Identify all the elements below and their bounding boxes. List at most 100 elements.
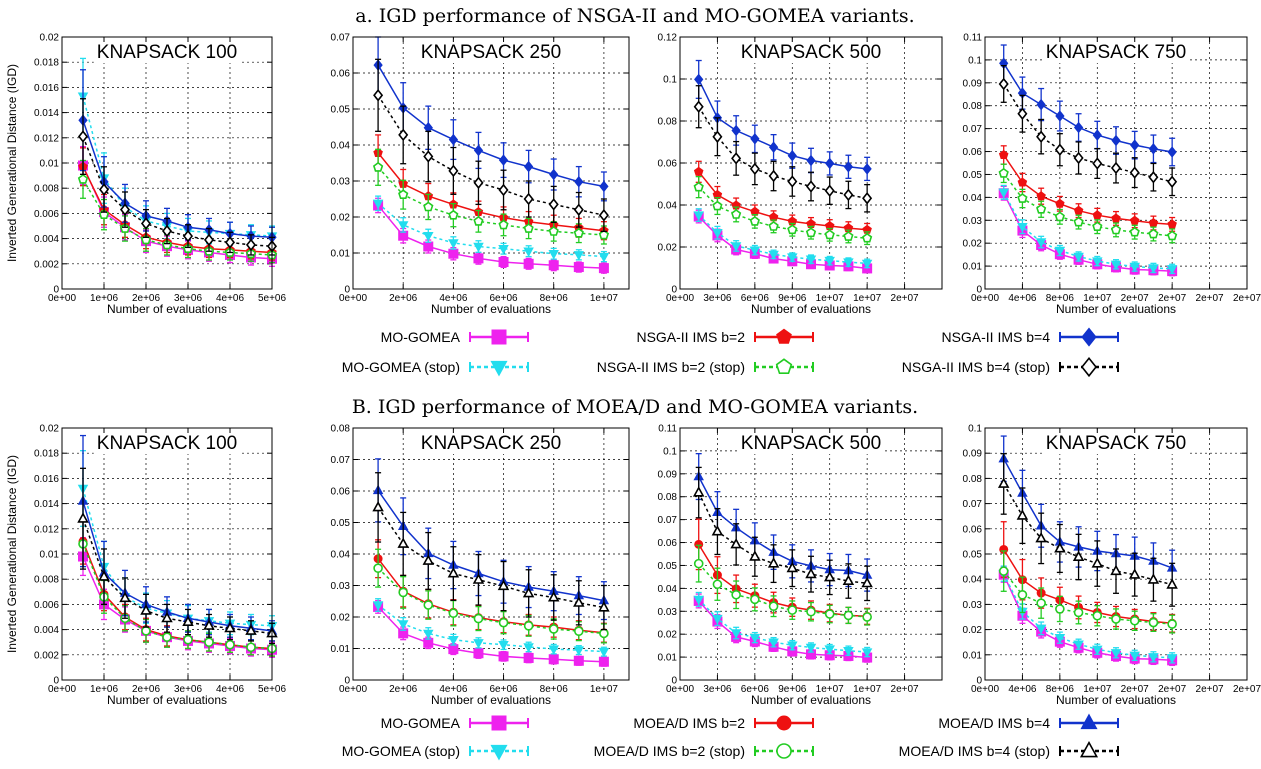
y-tick-label: 0.05: [331, 518, 351, 529]
data-point: [119, 591, 131, 603]
plot-frame: [352, 427, 630, 681]
x-tick-label: 6e+06: [489, 684, 518, 695]
x-tick-label: 0e+00: [666, 293, 695, 304]
series-nsga-ii-ims-b-2: [78, 147, 277, 261]
data-point: [1092, 157, 1103, 170]
data-point: [523, 247, 534, 258]
data-point: [498, 183, 509, 197]
series-line: [377, 166, 604, 236]
series-line: [1003, 574, 1173, 662]
data-point: [548, 198, 559, 211]
data-point: [182, 615, 194, 627]
data-point: [1166, 265, 1178, 275]
data-point: [712, 229, 723, 239]
data-point: [598, 252, 610, 263]
data-point: [473, 648, 484, 659]
data-point: [768, 638, 779, 649]
panel-title: KNAPSACK 500: [741, 42, 881, 63]
data-point: [1111, 213, 1121, 223]
data-point: [730, 537, 742, 549]
data-point: [598, 656, 609, 667]
legend-item-mo-gomea-stop: MO-GOMEA (stop): [342, 743, 529, 761]
data-point: [574, 626, 584, 636]
data-point: [598, 229, 610, 240]
x-tick-label: 8e+06: [540, 293, 569, 304]
data-point: [805, 255, 817, 266]
data-point: [1110, 564, 1122, 576]
series-moea-d-ims-b-2: [78, 518, 277, 657]
data-point: [749, 216, 760, 226]
series-line: [82, 166, 273, 254]
data-point: [98, 570, 110, 581]
x-tick-label: 4e+06: [1008, 684, 1037, 695]
series-mo-gomea: [78, 145, 277, 267]
data-point: [1073, 252, 1084, 263]
panel-title: KNAPSACK 250: [421, 42, 561, 63]
caption-a: a. IGD performance of NSGA-II and MO-GOM…: [355, 5, 914, 27]
series-line: [698, 171, 868, 231]
y-tick-label: 0.04: [658, 584, 678, 595]
data-point: [1035, 531, 1047, 543]
y-tick-label: 0: [53, 676, 59, 687]
data-point: [372, 500, 384, 512]
y-tick-label: 0.09: [658, 469, 678, 480]
series-nsga-ii-ims-b-4-stop: [998, 64, 1178, 197]
series-nsga-ii-ims-b-4: [78, 69, 277, 249]
series-line: [377, 604, 604, 653]
data-point: [224, 236, 236, 249]
data-point: [161, 224, 173, 238]
data-point: [448, 644, 459, 655]
y-tick-label: 0.06: [963, 524, 983, 535]
data-point: [1017, 193, 1028, 203]
series-nsga-ii-ims-b-4: [694, 59, 872, 182]
y-tick-label: 0.05: [963, 550, 983, 561]
legend-marker: [776, 715, 792, 731]
x-tick-label: 2e+06: [132, 293, 161, 304]
series-line: [698, 79, 868, 170]
x-tick-label: 2e+06: [389, 684, 418, 695]
data-point: [730, 629, 742, 639]
data-point: [1035, 624, 1047, 635]
data-point: [372, 601, 384, 611]
series-line: [82, 541, 273, 650]
series-line: [1003, 549, 1173, 625]
data-point: [598, 208, 609, 222]
plot-frame: [61, 427, 273, 681]
data-point: [843, 258, 854, 268]
y-tick-label: 0.04: [331, 550, 351, 561]
series-line: [698, 186, 868, 239]
data-point: [731, 589, 741, 600]
data-point: [824, 609, 835, 619]
legend-marker: [1080, 357, 1098, 378]
data-point: [473, 242, 484, 253]
data-point: [805, 567, 817, 579]
data-point: [246, 642, 256, 653]
title-backdrop: [93, 433, 241, 454]
data-point: [806, 154, 816, 167]
series-line: [82, 500, 273, 632]
legend-item-nsga-ii-ims-b-2-stop: NSGA-II IMS b=2 (stop): [597, 358, 814, 375]
legend-label: MOEA/D IMS b=4: [938, 715, 1050, 731]
data-point: [693, 211, 704, 221]
data-point: [204, 637, 214, 648]
legend-label: NSGA-II IMS b=2: [636, 329, 745, 345]
data-point: [598, 263, 609, 274]
data-point: [182, 229, 194, 243]
data-point: [523, 621, 534, 631]
series-line: [698, 492, 868, 585]
x-tick-label: 5e+06: [258, 293, 287, 304]
x-tick-label: 1e+07: [1083, 684, 1112, 695]
y-tick-label: 0.02: [963, 625, 983, 636]
data-point: [473, 144, 484, 157]
x-tick-label: 1e+07: [816, 684, 845, 695]
data-point: [1111, 614, 1121, 624]
x-axis-label: Number of evaluations: [1056, 302, 1176, 316]
data-point: [522, 586, 535, 598]
data-point: [472, 573, 485, 584]
legend-marker: [1081, 327, 1097, 347]
x-tick-label: 0e+00: [339, 293, 368, 304]
x-tick-label: 0e+00: [971, 684, 1000, 695]
title-backdrop: [93, 42, 241, 63]
x-tick-label: 2e+07: [1158, 684, 1187, 695]
